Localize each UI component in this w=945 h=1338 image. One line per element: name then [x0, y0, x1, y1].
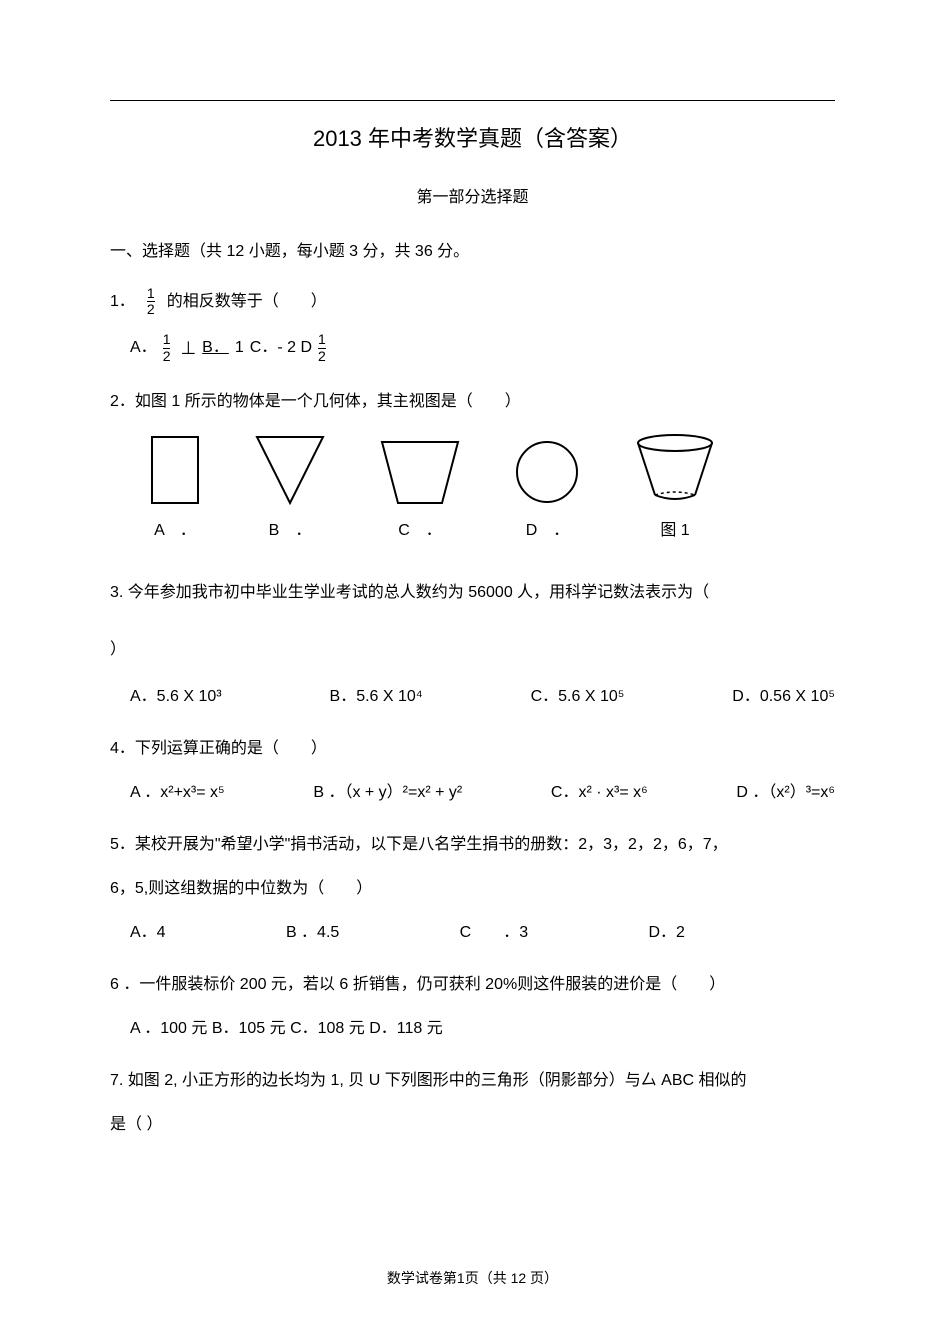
q3-optA: A．5.6 X 10³ [130, 681, 222, 713]
q7-line2: 是（ ） [110, 1109, 835, 1141]
q4-options: A ．x²+x³= x⁵ B ．（x + y）²=x² + y² C．x² · … [130, 777, 835, 809]
q1-fraction: 1 2 [147, 286, 155, 318]
triangle-icon [255, 435, 325, 505]
q3-text: 3. 今年参加我市初中毕业生学业考试的总人数约为 56000 人，用科学记数法表… [110, 577, 835, 609]
q3-paren: ） [110, 634, 835, 666]
q5-optB: B ．4.5 [286, 917, 339, 949]
q6-text: 6 ．一件服装标价 200 元，若以 6 折销售，仍可获利 20%则这件服装的进… [110, 969, 835, 1001]
shape-cup: 图 1 [635, 433, 715, 547]
q4-optB: B ．（x + y）²=x² + y² [313, 777, 462, 809]
frac-den: 2 [163, 348, 171, 364]
q5-options: A．4 B ．4.5 C ．3 D．2 [130, 917, 835, 949]
page-subtitle: 第一部分选择题 [110, 183, 835, 207]
frac-num: 1 [318, 332, 326, 347]
q3-optC: C．5.6 X 10⁵ [531, 681, 625, 713]
q5-optD: D．2 [649, 917, 685, 949]
q1-text: 的相反数等于（ ） [167, 286, 327, 318]
q4-text: 4．下列运算正确的是（ ） [110, 733, 835, 765]
trapezoid-icon [380, 440, 460, 505]
question-7: 7. 如图 2, 小正方形的边长均为 1, 贝 U 下列图形中的三角形（阴影部分… [110, 1065, 835, 1141]
q4-optA: A ．x²+x³= x⁵ [130, 777, 225, 809]
circle-icon [515, 440, 580, 505]
question-4: 4．下列运算正确的是（ ） A ．x²+x³= x⁵ B ．（x + y）²=x… [110, 733, 835, 809]
question-1: 1． 1 2 的相反数等于（ ） A． 1 2 ⊥ B． 1 C．- 2 D 1… [110, 286, 835, 366]
q1-options: A． 1 2 ⊥ B． 1 C．- 2 D 1 2 [130, 330, 835, 366]
label-b: B ． [269, 515, 312, 547]
q5-line2: 6，5,则这组数据的中位数为（ ） [110, 873, 835, 905]
q3-optB: B．5.6 X 10⁴ [330, 681, 423, 713]
label-a: A ． [154, 515, 196, 547]
section-header: 一、选择题（共 12 小题，每小题 3 分，共 36 分。 [110, 237, 835, 261]
label-c: C ． [398, 515, 442, 547]
label-fig: 图 1 [660, 515, 689, 547]
q3-optD: D．0.56 X 10⁵ [732, 681, 835, 713]
shape-triangle: B ． [255, 435, 325, 547]
perp-symbol: ⊥ [180, 330, 196, 366]
question-3: 3. 今年参加我市初中毕业生学业考试的总人数约为 56000 人，用科学记数法表… [110, 577, 835, 713]
optA-prefix: A． [130, 332, 157, 364]
header-rule [110, 100, 835, 101]
q5-optA: A．4 [130, 917, 166, 949]
page-footer: 数学试卷第1页（共 12 页） [0, 1268, 945, 1288]
q4-optC: C．x² · x³= x⁶ [551, 777, 648, 809]
question-2: 2．如图 1 所示的物体是一个几何体，其主视图是（ ） A ． B ． C ． … [110, 386, 835, 547]
q1-prefix: 1． [110, 286, 135, 318]
frac-den: 2 [147, 301, 155, 317]
optB-prefix: B． [202, 332, 229, 364]
rectangle-icon [150, 435, 200, 505]
q5-optC: C ．3 [460, 917, 528, 949]
q3-options: A．5.6 X 10³ B．5.6 X 10⁴ C．5.6 X 10⁵ D．0.… [130, 681, 835, 713]
shape-rect: A ． [150, 435, 200, 547]
page-title: 2013 年中考数学真题（含答案） [110, 121, 835, 153]
q2-shapes: A ． B ． C ． D ． [150, 433, 835, 547]
cup-icon [635, 433, 715, 505]
frac-num: 1 [163, 332, 171, 347]
label-d: D ． [526, 515, 570, 547]
question-6: 6 ．一件服装标价 200 元，若以 6 折销售，仍可获利 20%则这件服装的进… [110, 969, 835, 1045]
frac-num: 1 [147, 286, 155, 301]
q4-optD: D ．（x²）³=x⁶ [736, 777, 835, 809]
optA-frac: 1 2 [163, 332, 171, 364]
shape-trapezoid: C ． [380, 440, 460, 547]
optD-frac: 1 2 [318, 332, 326, 364]
optC-text: C．- 2 D [250, 332, 312, 364]
frac-den: 2 [318, 348, 326, 364]
q2-text: 2．如图 1 所示的物体是一个几何体，其主视图是（ ） [110, 386, 835, 418]
shape-circle: D ． [515, 440, 580, 547]
q1-stem: 1． 1 2 的相反数等于（ ） [110, 286, 835, 318]
optB-num: 1 [235, 332, 244, 364]
question-5: 5．某校开展为"希望小学"捐书活动，以下是八名学生捐书的册数：2，3，2，2，6… [110, 829, 835, 949]
q7-line1: 7. 如图 2, 小正方形的边长均为 1, 贝 U 下列图形中的三角形（阴影部分… [110, 1065, 835, 1097]
q5-line1: 5．某校开展为"希望小学"捐书活动，以下是八名学生捐书的册数：2，3，2，2，6… [110, 829, 835, 861]
q6-options: A ．100 元 B．105 元 C．108 元 D．118 元 [130, 1013, 835, 1045]
